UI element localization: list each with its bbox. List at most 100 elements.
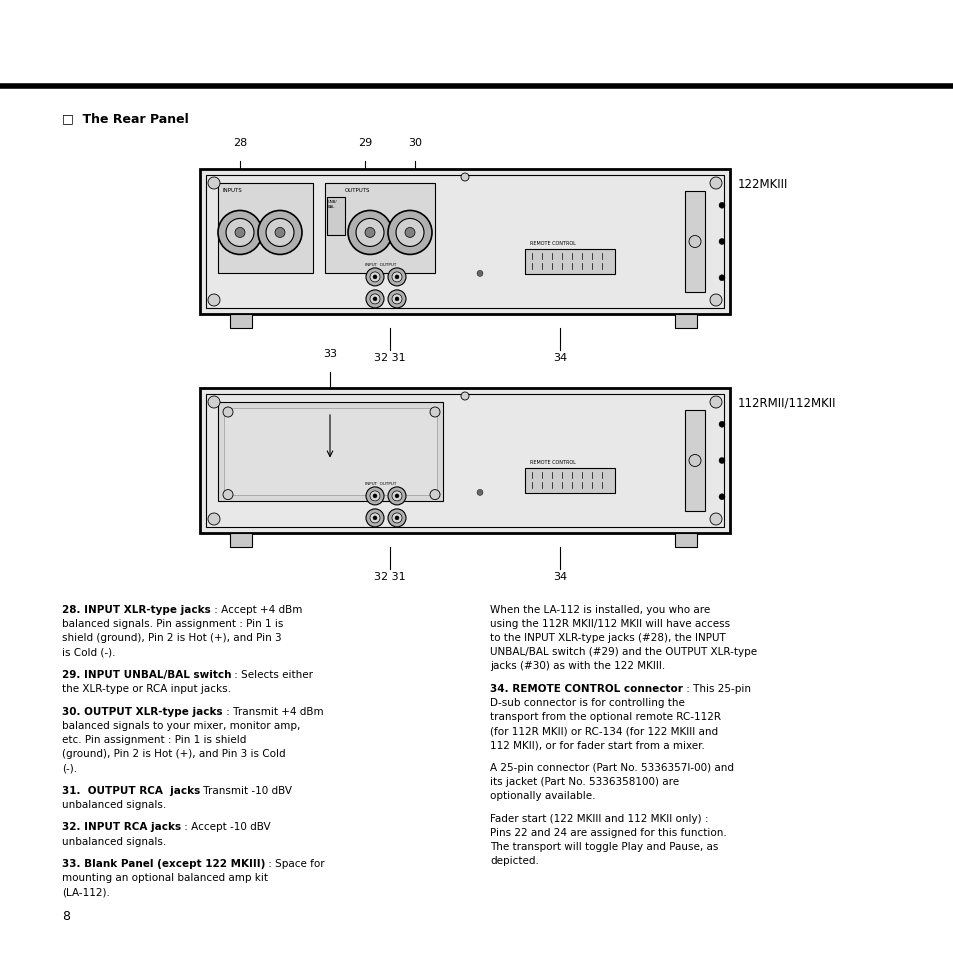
Text: (ground), Pin 2 is Hot (+), and Pin 3 is Cold: (ground), Pin 2 is Hot (+), and Pin 3 is… (62, 748, 285, 759)
Bar (524, 468, 615, 494)
Text: its jacket (Part No. 5336358100) are: its jacket (Part No. 5336358100) are (490, 777, 679, 786)
Text: 31.  OUTPUT RCA  jacks: 31. OUTPUT RCA jacks (62, 785, 200, 795)
Text: Transmit -10 dBV: Transmit -10 dBV (200, 785, 292, 795)
Circle shape (373, 517, 376, 520)
Text: 33: 33 (323, 349, 336, 358)
Text: transport from the optional remote RC-112R: transport from the optional remote RC-11… (490, 712, 720, 721)
Circle shape (208, 178, 220, 190)
Text: 34: 34 (553, 353, 566, 363)
Circle shape (266, 219, 294, 247)
Circle shape (388, 509, 406, 527)
Circle shape (208, 396, 220, 409)
Circle shape (365, 228, 375, 238)
Circle shape (719, 203, 724, 209)
Circle shape (226, 219, 253, 247)
Text: 29: 29 (357, 138, 372, 148)
Circle shape (370, 294, 379, 305)
Text: using the 112R MKII/112 MKII will have access: using the 112R MKII/112 MKII will have a… (490, 618, 729, 628)
Text: When the LA-112 is installed, you who are: When the LA-112 is installed, you who ar… (490, 604, 709, 615)
Text: 32. INPUT RCA jacks: 32. INPUT RCA jacks (62, 821, 181, 832)
Text: 29. INPUT UNBAL/BAL switch: 29. INPUT UNBAL/BAL switch (62, 669, 232, 679)
Bar (684, 192, 704, 293)
Text: etc. Pin assignment : Pin 1 is shield: etc. Pin assignment : Pin 1 is shield (62, 734, 246, 744)
Text: : This 25-pin: : This 25-pin (682, 683, 750, 694)
Text: 33. Blank Panel (except 122 MKIII): 33. Blank Panel (except 122 MKIII) (62, 859, 265, 868)
Circle shape (709, 514, 721, 525)
Text: (LA-112).: (LA-112). (62, 886, 110, 897)
Circle shape (366, 487, 384, 505)
Circle shape (395, 275, 398, 279)
Text: unbalanced signals.: unbalanced signals. (62, 799, 166, 809)
Circle shape (370, 514, 379, 523)
Text: the XLR-type or RCA input jacks.: the XLR-type or RCA input jacks. (62, 683, 231, 694)
Circle shape (719, 458, 724, 464)
Text: REMOTE CONTROL: REMOTE CONTROL (530, 459, 576, 464)
Circle shape (366, 509, 384, 527)
Text: depicted.: depicted. (490, 856, 538, 865)
Circle shape (719, 422, 724, 428)
Text: to the INPUT XLR-type jacks (#28), the INPUT: to the INPUT XLR-type jacks (#28), the I… (490, 633, 725, 642)
Circle shape (218, 212, 262, 255)
Bar (224, 409, 436, 495)
Text: 28. INPUT XLR-type jacks: 28. INPUT XLR-type jacks (62, 604, 211, 615)
Bar (524, 250, 615, 274)
Text: A 25-pin connector (Part No. 5336357I-00) and: A 25-pin connector (Part No. 5336357I-00… (490, 762, 733, 772)
Bar (206, 395, 723, 527)
Text: : Space for: : Space for (265, 859, 325, 868)
Circle shape (208, 294, 220, 307)
Circle shape (719, 239, 724, 245)
Circle shape (392, 514, 401, 523)
Bar (200, 389, 729, 534)
Bar (218, 184, 313, 274)
Circle shape (370, 492, 379, 501)
Text: optionally available.: optionally available. (490, 791, 595, 801)
Circle shape (430, 490, 439, 500)
Circle shape (373, 297, 376, 301)
Bar (206, 175, 723, 309)
Circle shape (709, 178, 721, 190)
Text: balanced signals to your mixer, monitor amp,: balanced signals to your mixer, monitor … (62, 720, 300, 730)
Circle shape (388, 291, 406, 309)
Circle shape (234, 228, 245, 238)
Bar (230, 314, 252, 329)
Circle shape (719, 495, 724, 500)
Circle shape (223, 490, 233, 500)
Circle shape (388, 269, 406, 287)
Text: 28: 28 (233, 138, 247, 148)
Circle shape (274, 228, 285, 238)
Text: REMOTE CONTROL: REMOTE CONTROL (530, 240, 576, 246)
Bar (327, 198, 345, 235)
Circle shape (355, 219, 384, 247)
Circle shape (388, 212, 432, 255)
Circle shape (388, 487, 406, 505)
Circle shape (405, 228, 415, 238)
Text: UNB/
BAL: UNB/ BAL (328, 200, 337, 209)
Circle shape (709, 396, 721, 409)
Text: 34. REMOTE CONTROL connector: 34. REMOTE CONTROL connector (490, 683, 682, 694)
Circle shape (709, 294, 721, 307)
Bar (675, 534, 697, 547)
Circle shape (395, 517, 398, 520)
Text: jacks (#30) as with the 122 MKIII.: jacks (#30) as with the 122 MKIII. (490, 660, 664, 671)
Text: 112RMII/112MKII: 112RMII/112MKII (738, 396, 836, 410)
Bar (230, 534, 252, 547)
Bar (675, 314, 697, 329)
Circle shape (688, 455, 700, 467)
Text: 32 31: 32 31 (374, 353, 405, 363)
Text: (for 112R MKII) or RC-134 (for 122 MKIII and: (for 112R MKII) or RC-134 (for 122 MKIII… (490, 725, 718, 736)
Text: 112 MKII), or for fader start from a mixer.: 112 MKII), or for fader start from a mix… (490, 740, 704, 750)
Text: balanced signals. Pin assignment : Pin 1 is: balanced signals. Pin assignment : Pin 1… (62, 618, 283, 628)
Text: Fader start (122 MKIII and 112 MKII only) :: Fader start (122 MKIII and 112 MKII only… (490, 813, 708, 823)
Circle shape (373, 495, 376, 498)
Text: : Accept +4 dBm: : Accept +4 dBm (211, 604, 302, 615)
Circle shape (370, 273, 379, 283)
Bar (218, 402, 442, 501)
Circle shape (395, 219, 423, 247)
Text: 30: 30 (408, 138, 421, 148)
Text: INPUTS: INPUTS (223, 188, 242, 193)
Bar (325, 184, 435, 274)
Text: INPUT  OUTPUT: INPUT OUTPUT (365, 263, 395, 267)
Circle shape (392, 273, 401, 283)
Circle shape (395, 297, 398, 301)
Text: shield (ground), Pin 2 is Hot (+), and Pin 3: shield (ground), Pin 2 is Hot (+), and P… (62, 633, 281, 642)
